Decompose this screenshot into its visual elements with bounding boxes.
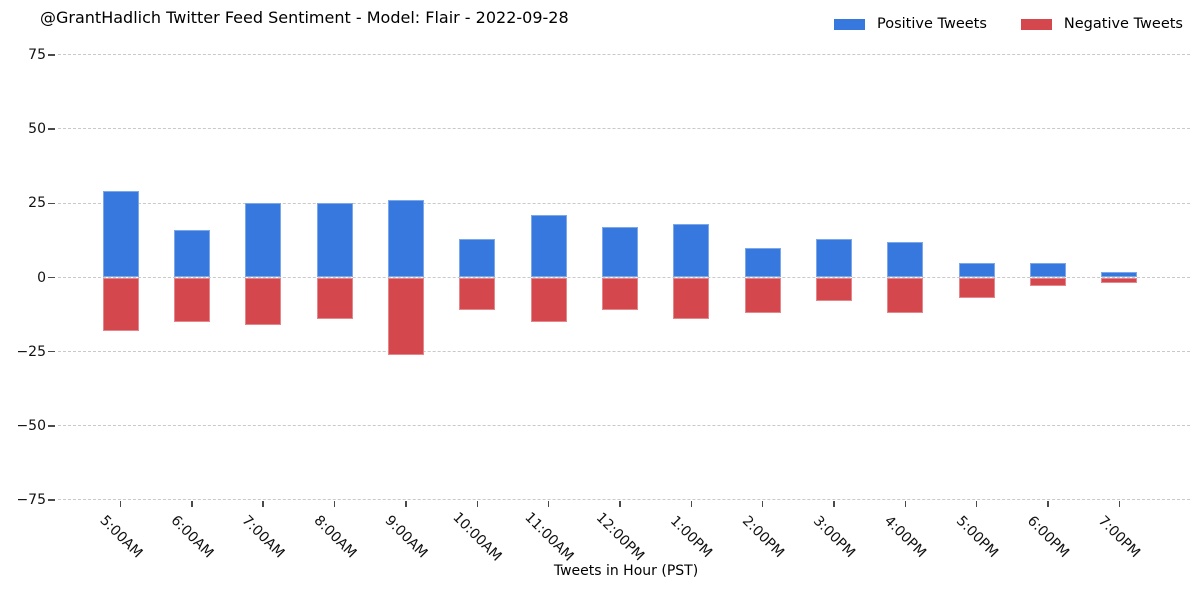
x-tick-label: 9:00AM	[381, 512, 431, 562]
y-tick-label: 25	[28, 195, 46, 212]
bar-negative-5:00PM	[958, 277, 995, 299]
x-tick-label: 12:00PM	[592, 509, 648, 565]
bar-positive-7:00AM	[245, 203, 282, 278]
negative-tweets-swatch-icon	[1020, 18, 1052, 30]
bar-negative-7:00AM	[245, 277, 282, 325]
bar-positive-6:00PM	[1030, 262, 1067, 278]
x-tick-label: 6:00PM	[1024, 512, 1073, 562]
x-tick-label: 2:00PM	[738, 512, 787, 562]
y-tick-label: 50	[28, 121, 46, 138]
bar-negative-12:00PM	[601, 277, 638, 311]
bar-positive-9:00AM	[387, 200, 424, 278]
bar-negative-9:00AM	[387, 277, 424, 355]
legend-item-positive: Positive Tweets	[834, 16, 987, 32]
legend-label-negative: Negative Tweets	[1063, 16, 1183, 32]
bar-positive-6:00AM	[173, 230, 210, 278]
x-tick-label: 10:00AM	[449, 509, 505, 565]
y-gridline	[58, 54, 1190, 56]
x-tick-label: 5:00AM	[96, 512, 145, 562]
bar-positive-2:00PM	[744, 247, 781, 278]
bar-positive-12:00PM	[601, 227, 638, 278]
y-gridline	[58, 425, 1190, 427]
positive-tweets-swatch-icon	[834, 18, 865, 30]
bar-negative-5:00AM	[102, 277, 139, 331]
bar-positive-4:00PM	[887, 241, 924, 278]
y-tick-label: 0	[37, 269, 46, 286]
y-tick-label: −25	[16, 343, 46, 360]
y-tick-label: −75	[16, 492, 46, 508]
x-tick-label: 7:00PM	[1095, 512, 1144, 562]
x-tick-mark	[833, 501, 835, 507]
bar-negative-8:00AM	[316, 277, 353, 320]
bar-positive-1:00PM	[673, 224, 710, 278]
x-tick-label: 8:00AM	[310, 512, 359, 562]
y-gridline	[58, 128, 1190, 130]
legend: Positive Tweets Negative Tweets	[834, 16, 1183, 32]
bar-positive-5:00AM	[102, 191, 139, 278]
legend-label-positive: Positive Tweets	[877, 16, 987, 32]
bar-negative-7:00PM	[1101, 277, 1138, 284]
x-tick-mark	[690, 501, 693, 507]
x-tick-mark	[761, 501, 764, 507]
y-tick-label: 75	[28, 47, 46, 63]
x-tick-mark	[191, 501, 193, 507]
bar-positive-10:00AM	[459, 238, 496, 278]
y-gridline	[58, 350, 1190, 352]
y-tick-mark	[48, 276, 55, 279]
y-tick-mark	[48, 202, 55, 205]
y-tick-mark	[48, 425, 55, 427]
x-tick-label: 11:00AM	[521, 509, 577, 565]
x-tick-label: 4:00PM	[881, 512, 930, 562]
legend-item-negative: Negative Tweets	[1020, 16, 1183, 32]
bar-negative-10:00AM	[459, 277, 496, 311]
y-tick-mark	[48, 128, 55, 130]
y-tick-mark	[48, 499, 55, 501]
x-tick-mark	[405, 501, 407, 507]
bar-negative-1:00PM	[673, 277, 710, 320]
y-tick-label: −50	[16, 417, 46, 434]
bar-negative-6:00PM	[1030, 277, 1067, 287]
x-tick-mark	[619, 501, 621, 507]
x-tick-mark	[1118, 501, 1121, 507]
x-tick-mark	[547, 501, 550, 507]
bar-positive-11:00AM	[530, 215, 567, 278]
y-tick-mark	[48, 350, 55, 353]
x-tick-mark	[476, 501, 478, 507]
x-axis-title: Tweets in Hour (PST)	[553, 563, 699, 579]
x-tick-mark	[262, 501, 264, 507]
y-gridline	[58, 499, 1190, 501]
x-tick-mark	[119, 501, 122, 507]
x-tick-label: 6:00AM	[167, 512, 217, 562]
y-gridline	[58, 202, 1190, 204]
bar-negative-2:00PM	[744, 277, 781, 314]
x-tick-mark	[904, 501, 907, 507]
x-tick-mark	[975, 501, 978, 507]
bar-negative-4:00PM	[887, 277, 924, 314]
x-tick-label: 3:00PM	[809, 512, 859, 562]
bar-positive-3:00PM	[816, 238, 852, 278]
x-tick-label: 5:00PM	[952, 512, 1001, 562]
bar-positive-5:00PM	[958, 262, 995, 278]
x-tick-mark	[1047, 501, 1049, 507]
x-tick-label: 1:00PM	[667, 512, 716, 562]
chart-title: @GrantHadlich Twitter Feed Sentiment - M…	[40, 8, 569, 27]
x-tick-mark	[333, 501, 336, 507]
bar-positive-7:00PM	[1101, 271, 1138, 278]
bar-negative-3:00PM	[816, 277, 852, 302]
bar-positive-8:00AM	[316, 203, 353, 278]
y-tick-mark	[48, 54, 55, 56]
bar-negative-11:00AM	[530, 277, 567, 322]
x-tick-label: 7:00AM	[238, 512, 288, 562]
bar-negative-6:00AM	[173, 277, 210, 322]
